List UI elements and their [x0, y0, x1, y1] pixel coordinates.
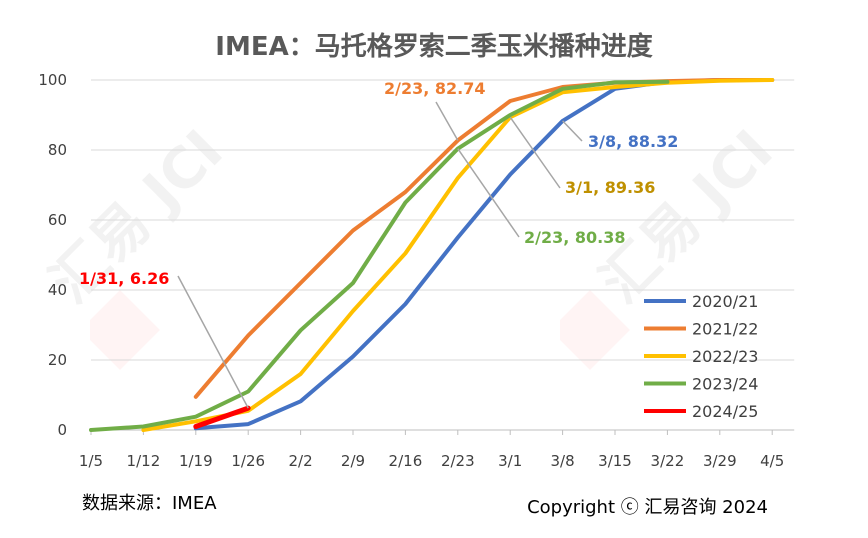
legend: 2020/21 2021/22 2022/23 2023/24 2024/25 [644, 292, 758, 421]
y-tick-label: 20 [48, 351, 67, 369]
x-tick-label: 1/5 [79, 452, 103, 470]
data-source: 数据来源：IMEA [82, 493, 217, 514]
y-tick-label: 0 [57, 421, 67, 439]
x-tick-label: 1/26 [231, 452, 265, 470]
legend-label: 2024/25 [692, 402, 758, 421]
callout-label: 1/31, 6.26 [79, 269, 169, 288]
legend-label: 2020/21 [692, 292, 758, 311]
x-tick-label: 4/5 [760, 452, 784, 470]
y-tick-label: 80 [48, 141, 67, 159]
chart-title: IMEA：马托格罗索二季玉米播种进度 [215, 31, 652, 62]
callout-label: 2/23, 82.74 [384, 79, 486, 98]
series-line-2024-25 [193, 405, 251, 429]
callouts: 2/23, 82.74 3/8, 88.32 3/1, 89.36 2/23, 80.… [79, 79, 678, 409]
y-tick-label: 60 [48, 211, 67, 229]
x-tick-label: 3/22 [651, 452, 685, 470]
watermark-shape [90, 290, 160, 370]
x-tick-label: 3/15 [598, 452, 632, 470]
watermark-shape [560, 290, 630, 370]
callout-label: 3/1, 89.36 [565, 178, 655, 197]
legend-label: 2023/24 [692, 375, 758, 394]
gridlines [91, 79, 795, 361]
legend-label: 2021/22 [692, 320, 758, 339]
y-tick-label: 40 [48, 281, 67, 299]
callout-label: 3/8, 88.32 [588, 132, 678, 151]
x-tick-label: 3/1 [498, 452, 522, 470]
x-tick-label: 1/19 [179, 452, 213, 470]
x-tick-label: 2/9 [341, 452, 365, 470]
callout-leader [435, 101, 459, 141]
callout-leader [509, 116, 561, 189]
series-lines [89, 78, 775, 432]
x-tick-label: 2/23 [441, 452, 475, 470]
copyright: Copyright ⓒ 汇易咨询 2024 [527, 497, 768, 518]
callout-leader [457, 148, 520, 238]
callout-leader [177, 275, 249, 409]
x-tick-label: 3/8 [551, 452, 575, 470]
x-tick-label: 2/16 [389, 452, 423, 470]
callout-leader [562, 120, 583, 142]
callout-label: 2/23, 80.38 [524, 228, 626, 247]
axes: 0 20 40 60 80 100 1/5 1/12 1/19 1/26 2/2 2/9 2/16 2/2… [38, 71, 795, 470]
legend-label: 2022/23 [692, 347, 758, 366]
y-tick-label: 100 [38, 71, 67, 89]
series-line-2023-24 [89, 79, 670, 432]
x-tick-label: 1/12 [127, 452, 161, 470]
x-tick-label: 2/2 [289, 452, 313, 470]
x-tick-label: 3/29 [703, 452, 737, 470]
